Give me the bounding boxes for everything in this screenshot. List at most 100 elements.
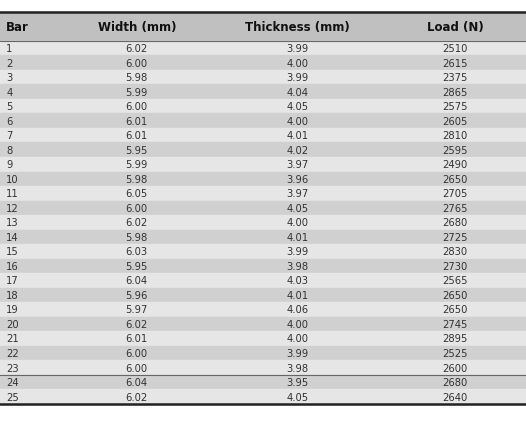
- Text: 3.96: 3.96: [286, 174, 308, 184]
- Text: 6.01: 6.01: [126, 131, 148, 141]
- Text: 1: 1: [6, 44, 13, 54]
- Text: 3: 3: [6, 73, 13, 83]
- Bar: [0, 273, 526, 288]
- Bar: [0, 42, 526, 56]
- Text: 12: 12: [6, 203, 19, 213]
- Bar: [0, 346, 526, 360]
- Bar: [0, 143, 526, 158]
- Text: 2830: 2830: [442, 247, 468, 257]
- Bar: [0, 71, 526, 85]
- Text: 2745: 2745: [442, 319, 468, 329]
- Text: 5.98: 5.98: [126, 232, 148, 242]
- Text: 6.02: 6.02: [126, 44, 148, 54]
- Text: 4.01: 4.01: [286, 131, 308, 141]
- Text: 2680: 2680: [442, 218, 468, 228]
- Text: 17: 17: [6, 276, 19, 286]
- Text: 2525: 2525: [442, 348, 468, 358]
- Text: 3.95: 3.95: [286, 377, 308, 387]
- Text: 4.05: 4.05: [286, 203, 308, 213]
- Text: 2565: 2565: [442, 276, 468, 286]
- Text: 2650: 2650: [442, 174, 468, 184]
- Text: 4.01: 4.01: [286, 232, 308, 242]
- Bar: [0, 114, 526, 129]
- Text: 3.99: 3.99: [286, 73, 308, 83]
- Text: 18: 18: [6, 290, 19, 300]
- Text: 5.95: 5.95: [126, 261, 148, 271]
- Text: 5.95: 5.95: [126, 145, 148, 155]
- Text: 2575: 2575: [442, 102, 468, 112]
- Text: 3.99: 3.99: [286, 44, 308, 54]
- Text: 3.98: 3.98: [286, 261, 308, 271]
- Text: 4.05: 4.05: [286, 391, 308, 402]
- Text: 15: 15: [6, 247, 19, 257]
- Text: 5.97: 5.97: [126, 305, 148, 315]
- Text: 13: 13: [6, 218, 19, 228]
- Text: 2595: 2595: [442, 145, 468, 155]
- Text: 2615: 2615: [442, 58, 468, 69]
- Text: 6.02: 6.02: [126, 218, 148, 228]
- Text: 6.00: 6.00: [126, 58, 148, 69]
- Text: 5.96: 5.96: [126, 290, 148, 300]
- Text: 22: 22: [6, 348, 19, 358]
- Bar: [0, 245, 526, 259]
- Text: 5.99: 5.99: [126, 87, 148, 98]
- Text: 4.00: 4.00: [286, 334, 308, 344]
- Text: 2650: 2650: [442, 290, 468, 300]
- Text: 6.05: 6.05: [126, 189, 148, 199]
- Bar: [0, 158, 526, 172]
- Text: 2810: 2810: [442, 131, 468, 141]
- Text: 2895: 2895: [442, 334, 468, 344]
- Text: Bar: Bar: [6, 21, 29, 34]
- Text: 5.98: 5.98: [126, 174, 148, 184]
- Bar: [0, 389, 526, 404]
- Bar: [0, 259, 526, 273]
- Text: 4.05: 4.05: [286, 102, 308, 112]
- Text: 2510: 2510: [442, 44, 468, 54]
- Text: 4.00: 4.00: [286, 218, 308, 228]
- Text: 6.00: 6.00: [126, 348, 148, 358]
- Text: 25: 25: [6, 391, 19, 402]
- Text: 2375: 2375: [442, 73, 468, 83]
- Text: 6.04: 6.04: [126, 276, 148, 286]
- Text: 2765: 2765: [442, 203, 468, 213]
- Bar: [0, 56, 526, 71]
- Bar: [0, 288, 526, 302]
- Text: 4.02: 4.02: [286, 145, 308, 155]
- Text: 6.01: 6.01: [126, 116, 148, 127]
- Text: 9: 9: [6, 160, 13, 170]
- Text: 6.02: 6.02: [126, 319, 148, 329]
- Text: 5.98: 5.98: [126, 73, 148, 83]
- Text: 4.06: 4.06: [286, 305, 308, 315]
- Text: 2490: 2490: [442, 160, 468, 170]
- Text: 2600: 2600: [442, 363, 468, 373]
- Text: 2730: 2730: [442, 261, 468, 271]
- Text: 3.97: 3.97: [286, 160, 308, 170]
- Text: 2705: 2705: [442, 189, 468, 199]
- Bar: [0, 375, 526, 389]
- Text: 3.99: 3.99: [286, 247, 308, 257]
- Text: 7: 7: [6, 131, 13, 141]
- Text: 11: 11: [6, 189, 19, 199]
- Bar: [0, 317, 526, 331]
- Bar: [0, 302, 526, 317]
- Text: Thickness (mm): Thickness (mm): [245, 21, 350, 34]
- Bar: [0, 85, 526, 100]
- Text: 5.99: 5.99: [126, 160, 148, 170]
- Text: 2725: 2725: [442, 232, 468, 242]
- Bar: [0, 360, 526, 375]
- Text: 3.98: 3.98: [286, 363, 308, 373]
- Text: 6.01: 6.01: [126, 334, 148, 344]
- Text: 4.03: 4.03: [286, 276, 308, 286]
- Text: 3.97: 3.97: [286, 189, 308, 199]
- Text: 20: 20: [6, 319, 19, 329]
- Text: 6.03: 6.03: [126, 247, 148, 257]
- Text: 4: 4: [6, 87, 13, 98]
- Text: 5: 5: [6, 102, 13, 112]
- Bar: [0, 216, 526, 230]
- Text: 6.02: 6.02: [126, 391, 148, 402]
- Bar: [0, 100, 526, 114]
- Text: 6.00: 6.00: [126, 102, 148, 112]
- Text: 19: 19: [6, 305, 19, 315]
- Text: 8: 8: [6, 145, 13, 155]
- Text: 2: 2: [6, 58, 13, 69]
